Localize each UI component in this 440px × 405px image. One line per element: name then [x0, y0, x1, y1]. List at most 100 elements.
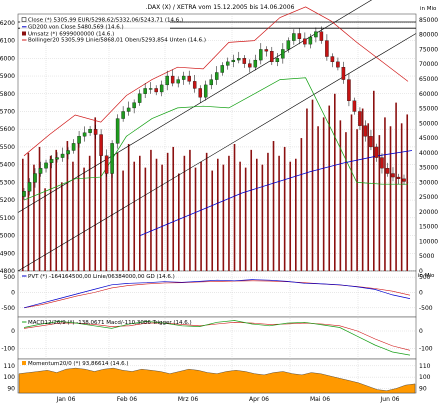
candle-up [88, 129, 92, 133]
candle-up [126, 107, 131, 112]
candle-down [99, 134, 103, 156]
volume-bar [94, 117, 97, 271]
candle-up [71, 143, 76, 151]
volume-bar [322, 117, 325, 271]
volume-bar [317, 126, 319, 272]
candle-down [352, 100, 357, 112]
x-tick-label: Mai 06 [310, 396, 330, 403]
y-tick-label-right: 5000 [419, 253, 434, 260]
y-tick-label-left: 5500 [0, 144, 15, 151]
legend-momentum: Momentum20/0 (*) 93,86614 (14.6.) [28, 361, 129, 367]
y-tick-label-left: 6000 [0, 55, 15, 62]
axes: Jan 06 Feb 06 Mrz 06 Apr 06 Mai 06 Jun 06 6200… [0, 17, 438, 403]
legend-main: Close (*) 5305,99 EUR/5298,62/5332,06/52… [20, 15, 206, 44]
legend-close: Close (*) 5305,99 EUR/5298,62/5332,06/52… [28, 18, 183, 24]
candle-down [369, 136, 373, 148]
y-tick-label-left: 110 [4, 363, 16, 370]
volume-bar [272, 141, 275, 271]
bollinger-upper-line [23, 6, 409, 157]
volume-bar [211, 170, 214, 271]
volume-bar [200, 161, 202, 271]
y-tick-label-right: 85000 [419, 17, 438, 24]
candle-down [385, 168, 390, 174]
candle-up [148, 88, 153, 90]
volume-bar [328, 105, 331, 272]
volume-bar [350, 114, 353, 271]
volume-bar [295, 158, 297, 271]
y-tick-label-left: 500 [4, 274, 16, 281]
candle-down [198, 88, 202, 98]
candle-down [264, 49, 269, 52]
volume-bar [228, 155, 230, 271]
candle-up [44, 162, 48, 169]
trend-line [17, 0, 373, 213]
volume-bar [400, 123, 403, 271]
volume-bar [278, 155, 280, 271]
volume-bar [144, 167, 147, 271]
candle-up [220, 65, 225, 73]
candle-up [77, 136, 81, 144]
y-tick-label-right: 100 [419, 374, 431, 381]
volume-bar [345, 132, 347, 271]
y-tick-label-left: 4900 [0, 250, 15, 257]
y-tick-label-right: 55000 [419, 106, 438, 113]
y-tick-label-right: -500 [419, 305, 433, 312]
y-tick-label-right: 10000 [419, 238, 438, 245]
candle-up [110, 143, 114, 174]
y-tick-label-right: 70000 [419, 61, 438, 68]
x-tick-label: Apr 06 [249, 396, 269, 403]
volume-bar [166, 152, 169, 271]
volume-bar [44, 188, 46, 271]
volume-bar [367, 123, 370, 271]
y-tick-label-left: 5600 [0, 126, 15, 133]
volume-bar [356, 129, 358, 271]
candle-up [121, 111, 125, 119]
volume-bar [395, 102, 397, 271]
x-tick-label: Jun 06 [380, 396, 400, 403]
candle-down [374, 146, 379, 158]
volume-bar [373, 90, 375, 271]
y-tick-label-left: 5000 [0, 233, 15, 240]
legend-umsatz: Umsatz (*) 6999000000 (14.6.) [28, 32, 114, 38]
y-tick-label-right: 25000 [419, 194, 438, 201]
candle-up [132, 102, 136, 109]
y-tick-label-right: 80000 [419, 32, 438, 39]
candle-down [363, 125, 368, 137]
volume-bar [133, 161, 136, 271]
volume-bar [22, 158, 24, 271]
y-tick-label-left: 0 [11, 328, 15, 335]
chart-title: .DAX (X) / XETRA vom 15.12.2005 bis 14.0… [146, 4, 295, 11]
volume-bar [161, 164, 163, 271]
volume-bar [88, 155, 91, 271]
momentum-area [18, 367, 416, 394]
candle-down [380, 157, 384, 169]
volume-bar [49, 155, 52, 271]
candle-down [170, 75, 175, 84]
volume-bar [289, 161, 292, 271]
candle-up [22, 191, 26, 197]
volume-bar [55, 149, 58, 271]
y-tick-label-left: -100 [1, 346, 15, 353]
candle-up [292, 33, 296, 41]
volume-bar [334, 93, 336, 271]
y-tick-label-left: 5700 [0, 108, 15, 115]
y-tick-label-left: 5800 [0, 91, 15, 98]
volume-bar [239, 161, 241, 271]
volume-bar [233, 143, 236, 271]
volume-bar [105, 158, 108, 271]
volume-bar [267, 152, 269, 271]
volume-bar [150, 149, 152, 271]
y-tick-label-right: 50000 [419, 120, 438, 127]
volume-bar [256, 158, 258, 271]
y-tick-label-right: 75000 [419, 46, 438, 53]
y-tick-label-right: -100 [419, 346, 433, 353]
y-tick-label-left: 5300 [0, 179, 15, 186]
y-tick-label-right: 35000 [419, 165, 438, 172]
candle-up [203, 84, 208, 98]
pvt-line [23, 279, 411, 309]
y-tick-label-right: 90 [419, 385, 427, 392]
candle-down [270, 51, 274, 63]
y-tick-label-right: 40000 [419, 150, 438, 157]
candle-down [104, 155, 109, 174]
